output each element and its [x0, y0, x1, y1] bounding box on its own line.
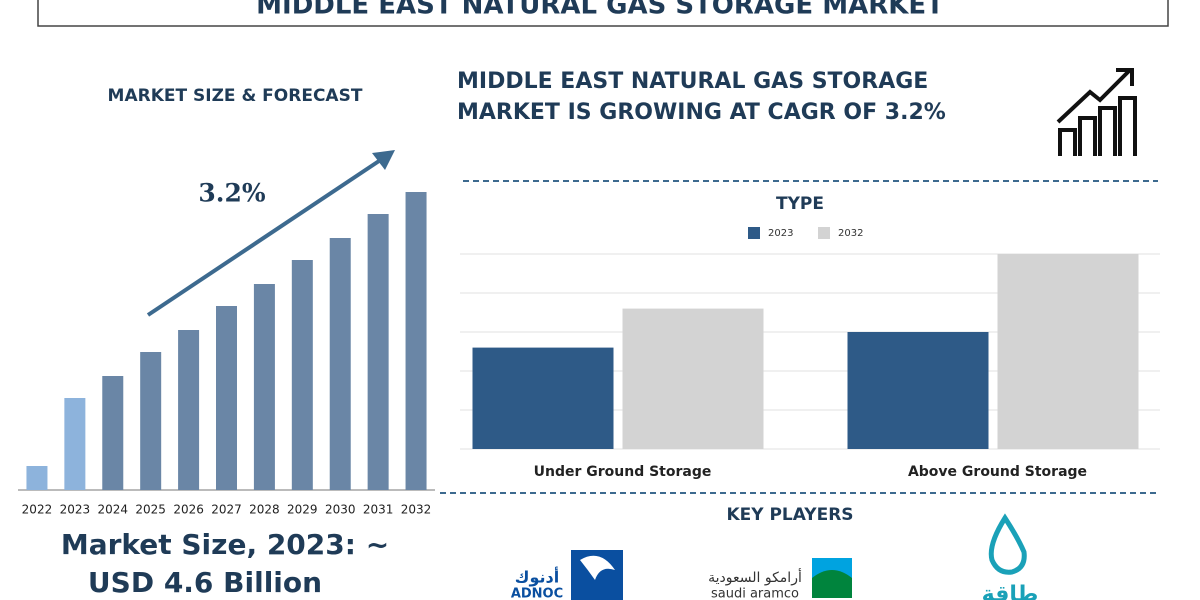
- logo-text: saudi aramco: [711, 587, 799, 600]
- legend-label: 2032: [838, 228, 863, 239]
- x-tick-label: 2024: [97, 503, 128, 517]
- growth-arrow: [146, 155, 387, 317]
- bar: [178, 330, 200, 490]
- x-tick-label: Above Ground Storage: [908, 464, 1087, 480]
- legend-swatch: [748, 227, 760, 239]
- logo-text: أدنوك: [515, 567, 559, 587]
- x-tick-label: 2029: [287, 503, 318, 517]
- bar: [140, 352, 162, 490]
- taqa-logo: [988, 513, 1027, 575]
- bar: [622, 308, 764, 449]
- bar: [26, 466, 48, 490]
- bar: [102, 376, 124, 490]
- adnoc-mark: [580, 555, 615, 580]
- bar: [405, 192, 427, 490]
- x-tick-label: Under Ground Storage: [534, 464, 712, 480]
- x-tick-label: 2023: [60, 503, 91, 517]
- bar: [216, 306, 237, 490]
- bar: [253, 284, 275, 490]
- arrow-head: [372, 150, 395, 170]
- key-players-title: KEY PLAYERS: [726, 505, 853, 525]
- bar: [329, 238, 351, 490]
- aramco-mark: [812, 570, 852, 598]
- growth-icon: [1056, 68, 1137, 156]
- x-tick-label: 2028: [249, 503, 280, 517]
- cagr-label: 3.2%: [198, 179, 265, 208]
- bar: [847, 332, 989, 449]
- market-size: USD 4.6 Billion: [88, 566, 322, 599]
- x-tick-label: 2032: [401, 503, 432, 517]
- logo-text: ADNOC: [511, 587, 563, 600]
- x-tick-label: 2026: [173, 503, 204, 517]
- logo-text: أرامكو السعودية: [708, 568, 802, 586]
- page-title: MIDDLE EAST NATURAL GAS STORAGE MARKET: [256, 0, 944, 21]
- legend-swatch: [818, 227, 830, 239]
- bar: [472, 347, 614, 449]
- x-tick-label: 2027: [211, 503, 242, 517]
- forecast-title: MARKET SIZE & FORECAST: [108, 86, 363, 106]
- x-tick-label: 2022: [22, 503, 53, 517]
- headline: MIDDLE EAST NATURAL GAS STORAGE: [457, 69, 928, 94]
- market-size: Market Size, 2023: ~: [61, 528, 389, 561]
- logo-text: طاقة: [982, 582, 1039, 600]
- x-tick-label: 2031: [363, 503, 394, 517]
- bar: [997, 254, 1139, 449]
- chart-title: TYPE: [776, 194, 824, 214]
- x-tick-label: 2030: [325, 503, 356, 517]
- bar: [291, 260, 313, 490]
- headline: MARKET IS GROWING AT CAGR OF 3.2%: [457, 100, 946, 125]
- bar: [64, 398, 86, 490]
- bar: [367, 214, 389, 490]
- legend-label: 2023: [768, 228, 793, 239]
- title-box: [37, 0, 1169, 27]
- x-tick-label: 2025: [135, 503, 166, 517]
